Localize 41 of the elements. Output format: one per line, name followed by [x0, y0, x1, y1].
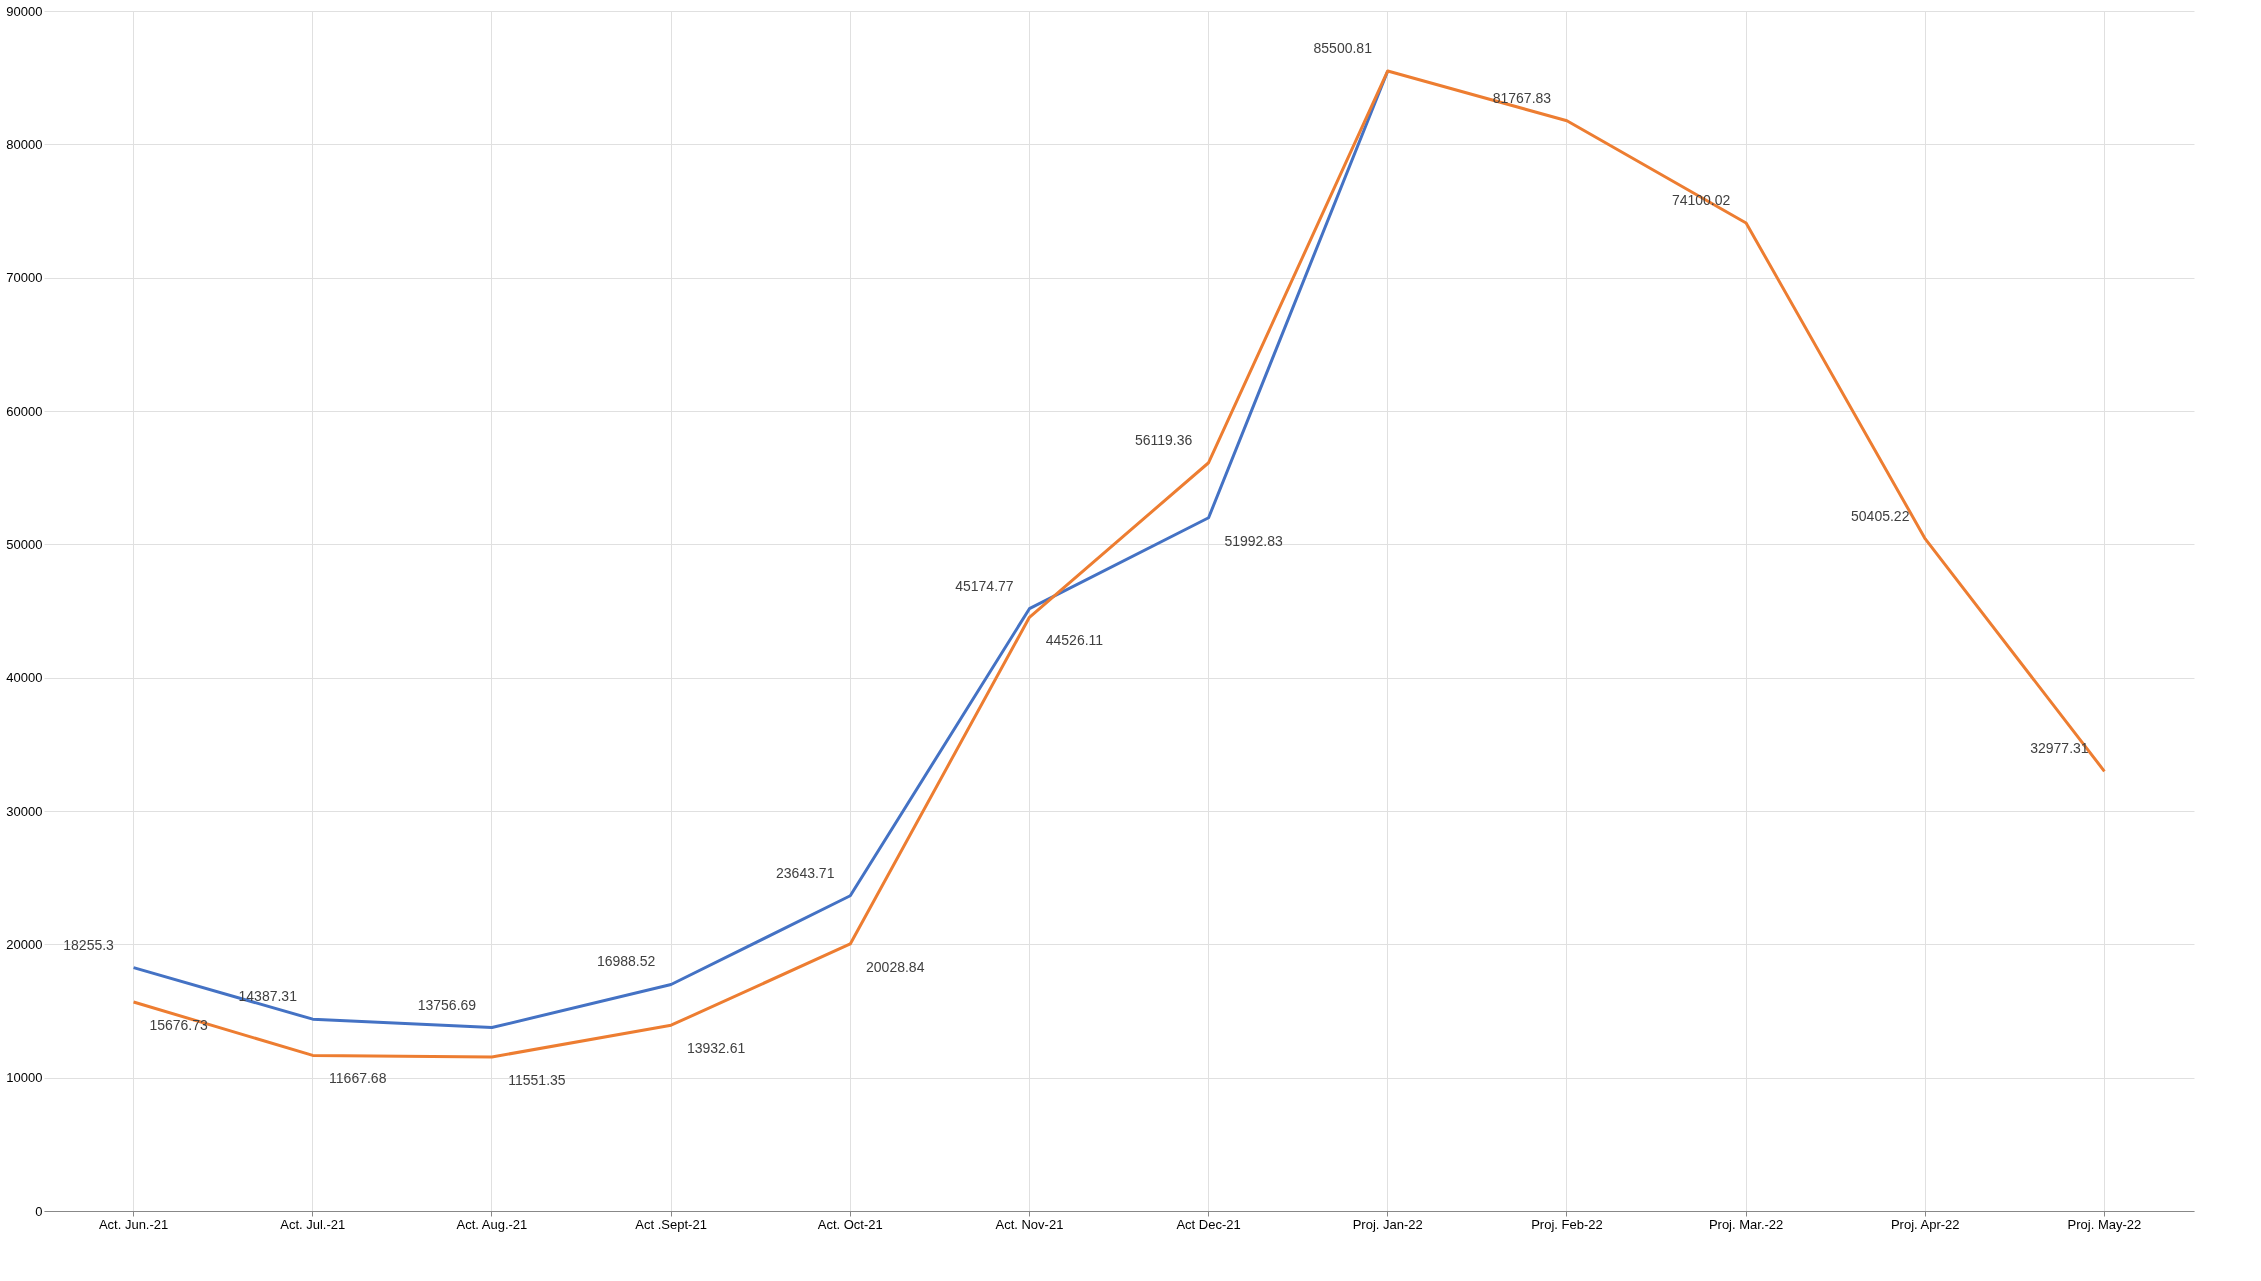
- x-tick-label: Proj. Jan-22: [1352, 1216, 1423, 1232]
- data-label: 18255.3: [63, 936, 115, 953]
- x-tick-label: Proj. Mar.-22: [1708, 1216, 1784, 1232]
- y-tick-label: 30000: [6, 803, 43, 819]
- data-label: 81767.83: [1492, 89, 1552, 106]
- data-label: 13932.61: [686, 1040, 746, 1057]
- data-label: 50405.22: [1851, 507, 1910, 524]
- data-label: 23643.71: [776, 864, 835, 881]
- y-tick-label: 0: [35, 1203, 43, 1219]
- data-label: 14387.31: [238, 988, 298, 1005]
- data-label: 32977.31: [2030, 740, 2089, 757]
- line-series: [132, 69, 2106, 1059]
- x-tick-label: Act. Nov-21: [995, 1216, 1064, 1232]
- x-tick-label: Act .Sept-21: [635, 1216, 707, 1232]
- y-tick-label: 40000: [6, 670, 43, 686]
- y-tick-label: 70000: [6, 270, 43, 286]
- y-tick-label: 50000: [6, 536, 43, 552]
- x-tick-label: Act Dec-21: [1176, 1216, 1241, 1232]
- data-label: 15676.73: [149, 1016, 208, 1033]
- y-tick-label: 10000: [6, 1070, 43, 1086]
- x-tick-label: Act. Oct-21: [817, 1216, 883, 1232]
- data-label: 20028.84: [866, 958, 925, 975]
- x-tick-label: Proj. May-22: [2067, 1216, 2142, 1232]
- x-tick-label: Act. Jul.-21: [280, 1216, 346, 1232]
- data-label: 45174.77: [955, 577, 1014, 594]
- y-tick-label: 90000: [6, 3, 43, 19]
- x-tick-label: Act. Jun.-21: [98, 1216, 169, 1232]
- data-label: 56119.36: [1134, 431, 1193, 448]
- data-label: 44526.11: [1045, 632, 1104, 649]
- data-label: 85500.81: [1313, 39, 1373, 56]
- y-tick-label: 80000: [6, 136, 43, 152]
- data-label: 11551.35: [508, 1071, 566, 1088]
- y-tick-label: 20000: [6, 936, 43, 952]
- data-label: 51992.83: [1224, 532, 1283, 549]
- x-tick-label: Proj. Apr-22: [1890, 1216, 1960, 1232]
- y-tick-label: 60000: [6, 403, 43, 419]
- data-label: 16988.52: [596, 953, 656, 970]
- data-label: 13756.69: [417, 996, 477, 1013]
- x-tick-label: Proj. Feb-22: [1531, 1216, 1603, 1232]
- x-tick-label: Act. Aug.-21: [456, 1216, 528, 1232]
- data-label: 11667.68: [329, 1070, 387, 1087]
